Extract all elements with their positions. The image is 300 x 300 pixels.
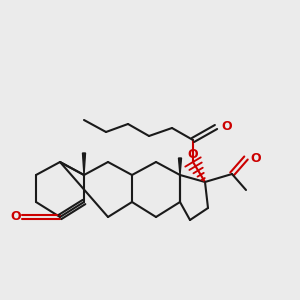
Text: O: O: [250, 152, 261, 164]
Polygon shape: [178, 158, 182, 175]
Polygon shape: [82, 153, 85, 175]
Text: O: O: [221, 121, 232, 134]
Text: O: O: [11, 211, 21, 224]
Text: O: O: [188, 148, 198, 160]
